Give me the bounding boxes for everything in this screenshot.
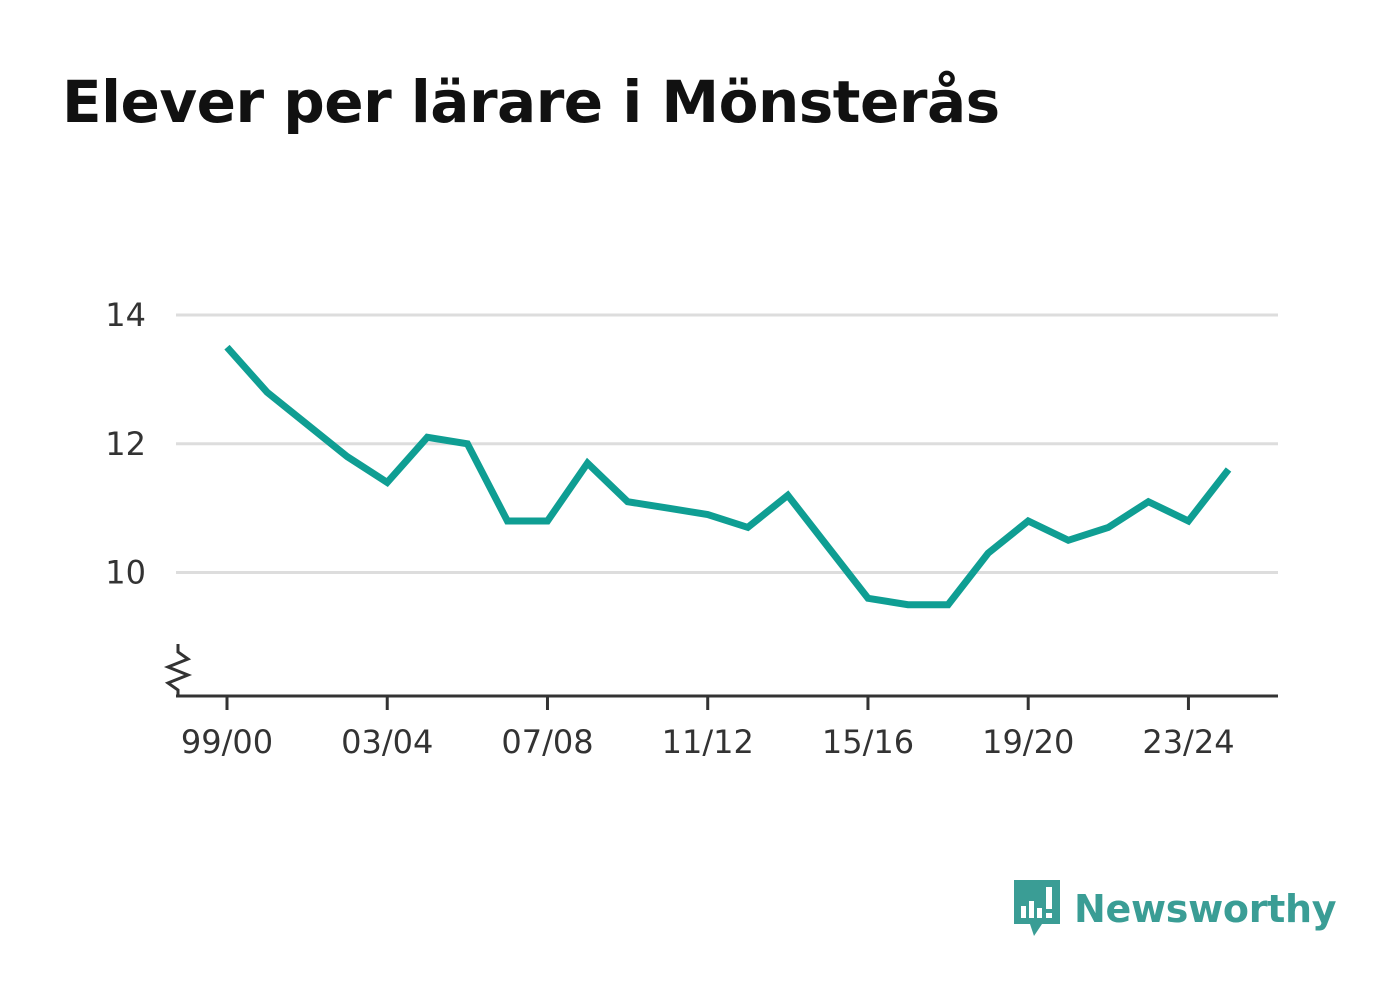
y-tick-label-10: 10 xyxy=(105,554,146,592)
x-tick-label-99-00: 99/00 xyxy=(181,723,273,761)
x-tick-label-19-20: 19/20 xyxy=(982,723,1074,761)
x-axis: 99/00 03/04 07/08 11/12 15/16 19/20 23/24 xyxy=(163,644,1278,761)
y-tick-label-14: 14 xyxy=(105,296,146,334)
series-line-group xyxy=(224,344,1232,609)
x-tick-label-11-12: 11/12 xyxy=(662,723,754,761)
brand-name: Newsworthy xyxy=(1074,887,1337,931)
x-tick-label-03-04: 03/04 xyxy=(341,723,433,761)
x-tick-label-15-16: 15/16 xyxy=(822,723,914,761)
gridlines xyxy=(176,313,1278,574)
brand-logo[interactable]: Newsworthy xyxy=(1012,878,1337,940)
series-line xyxy=(224,344,1232,609)
y-axis-ticks: 10 12 14 xyxy=(105,296,146,592)
x-tick-label-07-08: 07/08 xyxy=(501,723,593,761)
x-tick-label-23-24: 23/24 xyxy=(1142,723,1234,761)
newsworthy-logo-icon xyxy=(1014,880,1060,936)
y-tick-label-12: 12 xyxy=(105,425,146,463)
y-axis-break-icon xyxy=(163,644,193,696)
chart-title: Elever per lärare i Mönsterås xyxy=(62,68,1000,136)
